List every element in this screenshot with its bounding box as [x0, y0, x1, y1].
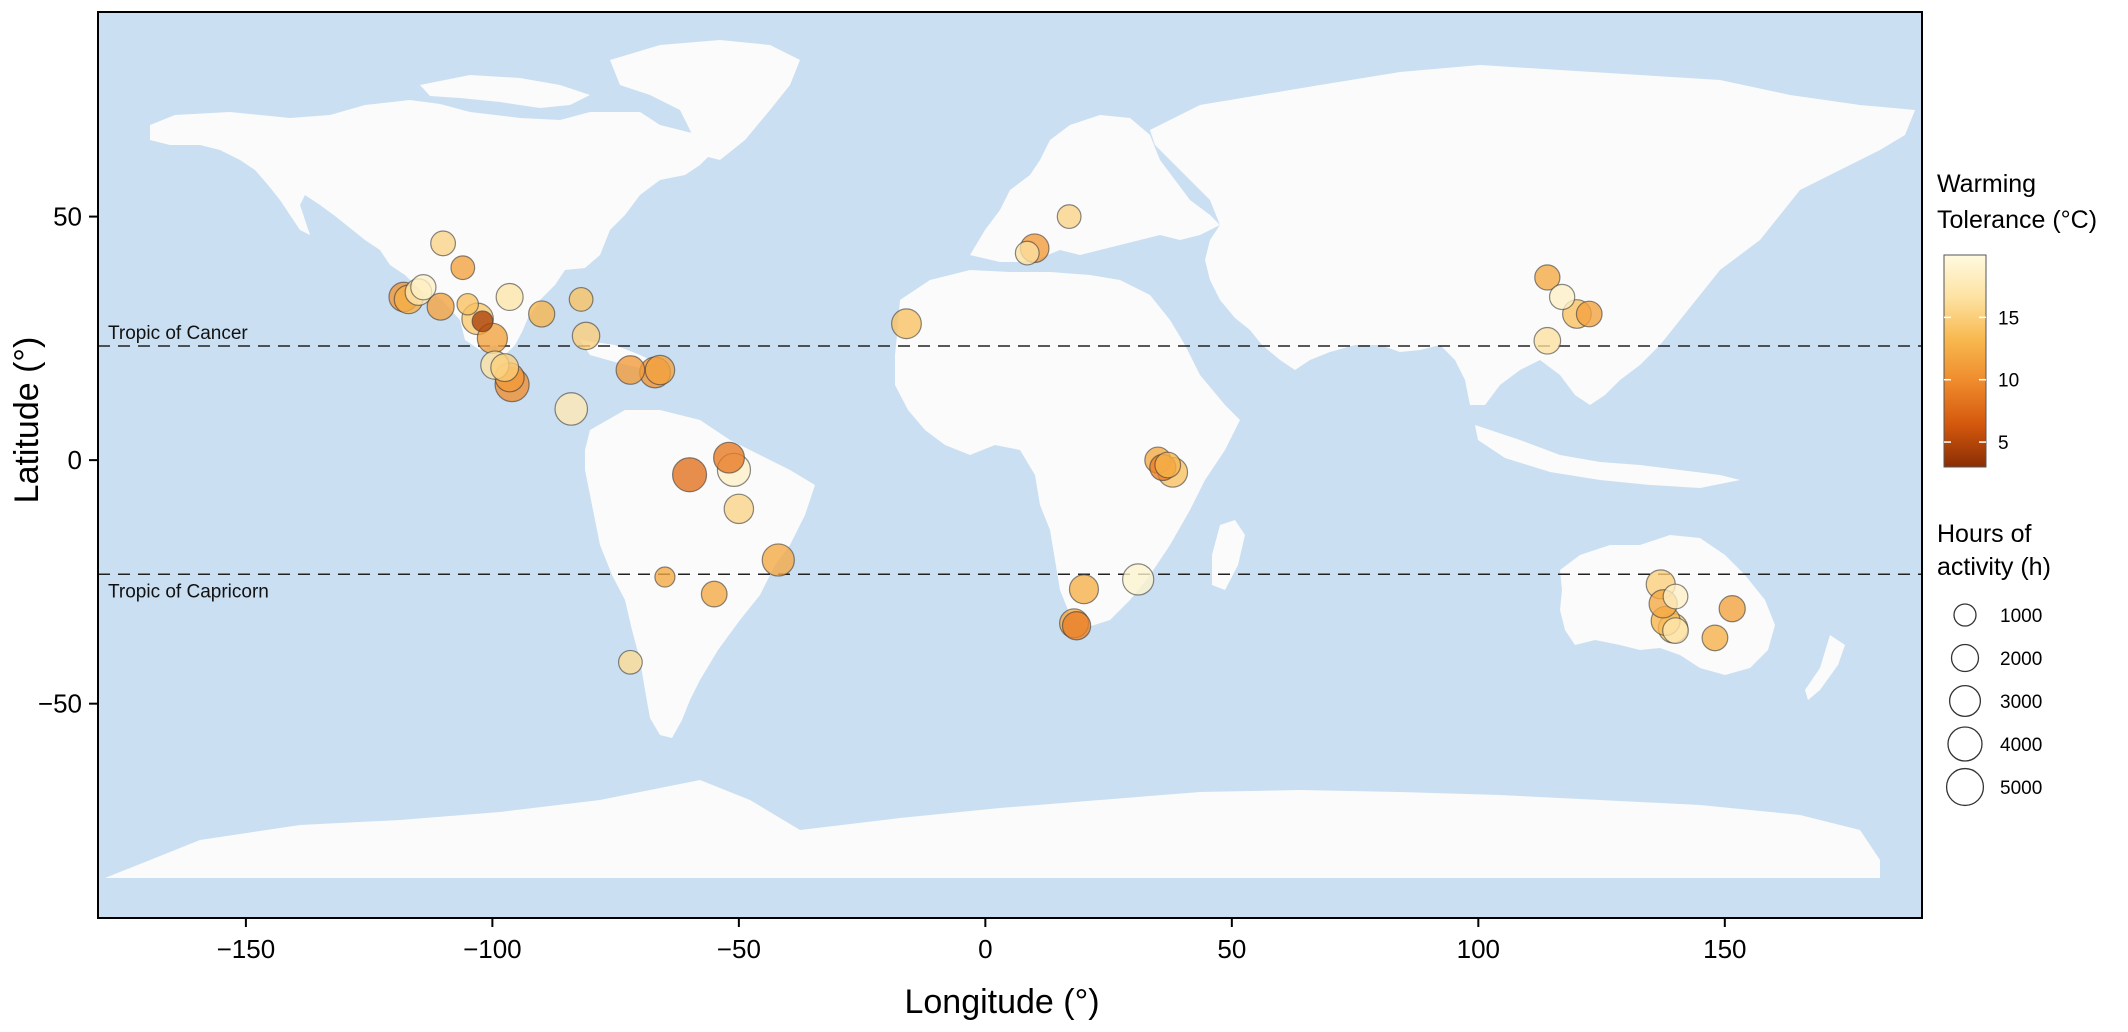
- land-africa: [895, 270, 1240, 628]
- x-tick-label: −150: [217, 934, 276, 964]
- data-point: [1122, 563, 1155, 596]
- data-point: [426, 292, 455, 321]
- data-point: [1068, 574, 1100, 605]
- data-point: [1533, 326, 1562, 355]
- data-point: [471, 310, 494, 333]
- map-panel: Tropic of Cancer Tropic of Capricorn: [97, 11, 1923, 919]
- x-tick-label: 100: [1457, 934, 1500, 964]
- land-japan: [1670, 190, 1722, 262]
- y-tick-label: −50: [38, 689, 82, 719]
- land-new-zealand: [1805, 635, 1845, 700]
- size-legend-circle: [1945, 767, 1985, 807]
- color-legend-ticks: 5 10 15: [1944, 308, 2019, 454]
- land-arctic-islands: [420, 75, 590, 108]
- data-point: [617, 649, 643, 675]
- color-legend-tick-label: 5: [1998, 433, 2009, 454]
- size-legend: Hours of activity (h) 1000 2000 3000 4000 50…: [1937, 520, 2051, 807]
- data-point: [671, 457, 708, 493]
- data-point: [654, 566, 676, 588]
- data-point: [1575, 300, 1603, 328]
- size-legend-title-line-1: Hours of: [1937, 520, 2032, 548]
- size-legend-circle: [1950, 643, 1980, 673]
- data-point: [1056, 204, 1082, 230]
- data-point: [700, 580, 728, 608]
- size-legend-label: 5000: [2000, 778, 2042, 799]
- land-greenland: [610, 40, 800, 160]
- color-legend-title-line-1: Warming: [1937, 170, 2036, 198]
- data-point: [761, 543, 795, 577]
- land-europe: [970, 115, 1220, 262]
- size-legend-items: 1000 2000 3000 4000 5000: [1945, 603, 2042, 807]
- land-asia: [1150, 65, 1915, 405]
- data-point: [495, 282, 524, 312]
- data-point: [1718, 595, 1746, 623]
- x-tick-label: −50: [717, 934, 761, 964]
- land-madagascar: [1212, 520, 1245, 590]
- data-point: [490, 353, 520, 383]
- y-axis-title: Latitude (°): [8, 337, 46, 504]
- data-point: [1534, 264, 1561, 291]
- tropic-label: Tropic of Capricorn: [108, 581, 269, 602]
- color-legend-bar: [1943, 254, 1987, 468]
- y-tick-label: 0: [68, 445, 82, 475]
- data-point: [450, 255, 476, 281]
- size-legend-label: 4000: [2000, 735, 2042, 756]
- size-legend-circle: [1947, 726, 1983, 762]
- color-legend-title-line-2: Tolerance (°C): [1937, 206, 2097, 234]
- data-point: [1662, 583, 1689, 610]
- data-point: [528, 300, 556, 328]
- x-tick-label: 150: [1703, 934, 1746, 964]
- data-point: [713, 441, 745, 474]
- y-axis: 50 0 −50: [38, 202, 98, 719]
- data-point: [456, 292, 480, 316]
- data-point: [891, 308, 922, 340]
- color-legend: Warming Tolerance (°C) 5 10 15: [1937, 170, 2097, 468]
- y-tick-label: 50: [53, 202, 82, 232]
- data-point: [644, 354, 676, 386]
- data-point: [1662, 617, 1689, 645]
- data-point: [568, 286, 594, 312]
- data-point: [430, 230, 457, 257]
- data-points: [388, 204, 1746, 675]
- data-point: [723, 493, 755, 525]
- data-point: [554, 392, 589, 426]
- data-point: [1014, 240, 1040, 266]
- x-tick-label: −100: [463, 934, 522, 964]
- data-point: [571, 321, 601, 351]
- land-north-america: [150, 100, 715, 355]
- x-axis-title: Longitude (°): [904, 983, 1099, 1021]
- land-indonesia: [1475, 425, 1740, 488]
- data-point: [1548, 283, 1576, 311]
- x-axis: −150 −100 −50 0 50 100 150: [217, 918, 1747, 964]
- size-legend-label: 1000: [2000, 606, 2042, 627]
- size-legend-circle: [1948, 684, 1982, 718]
- color-legend-tick-label: 10: [1998, 371, 2019, 392]
- land-masses: [105, 40, 1915, 878]
- tropic-label: Tropic of Cancer: [108, 323, 248, 344]
- land-antarctica: [105, 780, 1880, 878]
- tropic-lines: Tropic of Cancer Tropic of Capricorn: [98, 323, 1922, 602]
- data-point: [410, 274, 437, 301]
- x-tick-label: 50: [1217, 934, 1246, 964]
- data-point: [1154, 451, 1182, 479]
- size-legend-label: 3000: [2000, 692, 2042, 713]
- data-point: [1061, 611, 1092, 641]
- size-legend-circle: [1953, 603, 1977, 627]
- size-legend-label: 2000: [2000, 649, 2042, 670]
- size-legend-title-line-2: activity (h): [1937, 553, 2051, 581]
- color-legend-tick-label: 15: [1998, 308, 2019, 329]
- x-tick-label: 0: [978, 934, 992, 964]
- data-point: [615, 355, 646, 385]
- panel-frame: [97, 11, 1923, 919]
- data-point: [1701, 624, 1729, 652]
